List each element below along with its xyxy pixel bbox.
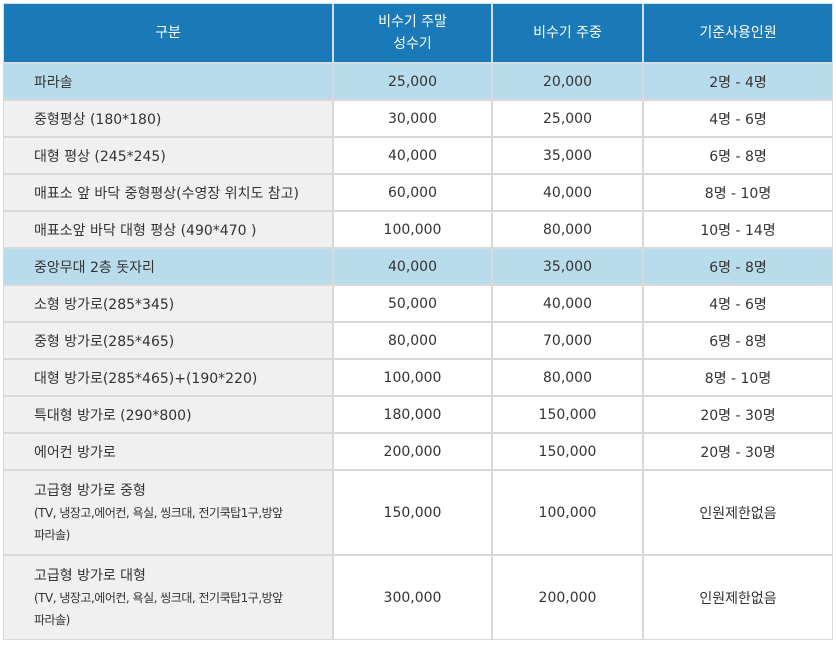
row-capacity: 10명 - 14명 xyxy=(643,211,833,248)
row-capacity: 인원제한없음 xyxy=(643,555,833,640)
row-weekday-price: 40,000 xyxy=(492,285,643,322)
row-weekend-price: 100,000 xyxy=(333,211,492,248)
row-capacity: 6명 - 8명 xyxy=(643,137,833,174)
header-weekday: 비수기 주중 xyxy=(492,3,643,63)
table-row: 매표소 앞 바닥 중형평상(수영장 위치도 참고) 60,000 40,000 … xyxy=(3,174,833,211)
row-weekday-price: 70,000 xyxy=(492,322,643,359)
row-name: 중형 방가로(285*465) xyxy=(3,322,333,359)
row-capacity: 20명 - 30명 xyxy=(643,396,833,433)
row-capacity: 4명 - 6명 xyxy=(643,285,833,322)
header-weekend-label: 비수기 주말 xyxy=(378,14,447,30)
row-name-detail: (TV, 냉장고,에어컨, 욕실, 씽크대, 전기쿡탑1구,방앞 xyxy=(34,505,283,520)
row-name: 소형 방가로(285*345) xyxy=(3,285,333,322)
row-capacity: 20명 - 30명 xyxy=(643,433,833,470)
row-weekday-price: 25,000 xyxy=(492,100,643,137)
row-weekend-price: 180,000 xyxy=(333,396,492,433)
row-weekend-price: 150,000 xyxy=(333,470,492,555)
header-peak-label: 성수기 xyxy=(393,36,432,52)
table-row: 고급형 방가로 대형 (TV, 냉장고,에어컨, 욕실, 씽크대, 전기쿡탑1구… xyxy=(3,555,833,640)
price-table: 구분 비수기 주말 성수기 비수기 주중 기준사용인원 파라솔 25,000 2… xyxy=(3,3,833,640)
row-name: 고급형 방가로 대형 xyxy=(34,567,146,584)
row-weekend-price: 30,000 xyxy=(333,100,492,137)
row-capacity: 6명 - 8명 xyxy=(643,248,833,285)
row-weekend-price: 50,000 xyxy=(333,285,492,322)
row-weekend-price: 25,000 xyxy=(333,63,492,100)
row-weekend-price: 100,000 xyxy=(333,359,492,396)
table-row: 소형 방가로(285*345) 50,000 40,000 4명 - 6명 xyxy=(3,285,833,322)
row-weekend-price: 80,000 xyxy=(333,322,492,359)
table-row: 고급형 방가로 중형 (TV, 냉장고,에어컨, 욕실, 씽크대, 전기쿡탑1구… xyxy=(3,470,833,555)
header-capacity: 기준사용인원 xyxy=(643,3,833,63)
row-name: 특대형 방가로 (290*800) xyxy=(3,396,333,433)
row-name: 중앙무대 2층 돗자리 xyxy=(3,248,333,285)
table-row: 에어컨 방가로 200,000 150,000 20명 - 30명 xyxy=(3,433,833,470)
row-weekday-price: 150,000 xyxy=(492,396,643,433)
row-capacity: 2명 - 4명 xyxy=(643,63,833,100)
row-name-cell: 고급형 방가로 중형 (TV, 냉장고,에어컨, 욕실, 씽크대, 전기쿡탑1구… xyxy=(3,470,333,555)
row-name-detail: (TV, 냉장고,에어컨, 욕실, 씽크대, 전기쿡탑1구,방앞 xyxy=(34,590,283,605)
row-capacity: 8명 - 10명 xyxy=(643,174,833,211)
table-row: 중앙무대 2층 돗자리 40,000 35,000 6명 - 8명 xyxy=(3,248,833,285)
table-row: 파라솔 25,000 20,000 2명 - 4명 xyxy=(3,63,833,100)
row-weekend-price: 40,000 xyxy=(333,137,492,174)
table-row: 특대형 방가로 (290*800) 180,000 150,000 20명 - … xyxy=(3,396,833,433)
row-weekday-price: 200,000 xyxy=(492,555,643,640)
row-name: 고급형 방가로 중형 xyxy=(34,482,146,499)
header-category: 구분 xyxy=(3,3,333,63)
row-weekend-price: 60,000 xyxy=(333,174,492,211)
row-weekday-price: 100,000 xyxy=(492,470,643,555)
table-row: 중형 방가로(285*465) 80,000 70,000 6명 - 8명 xyxy=(3,322,833,359)
row-name: 대형 방가로(285*465)+(190*220) xyxy=(3,359,333,396)
row-name: 에어컨 방가로 xyxy=(3,433,333,470)
row-name-cell: 고급형 방가로 대형 (TV, 냉장고,에어컨, 욕실, 씽크대, 전기쿡탑1구… xyxy=(3,555,333,640)
row-name: 매표소 앞 바닥 중형평상(수영장 위치도 참고) xyxy=(3,174,333,211)
row-weekday-price: 35,000 xyxy=(492,248,643,285)
header-row: 구분 비수기 주말 성수기 비수기 주중 기준사용인원 xyxy=(3,3,833,63)
row-capacity: 4명 - 6명 xyxy=(643,100,833,137)
table-row: 대형 평상 (245*245) 40,000 35,000 6명 - 8명 xyxy=(3,137,833,174)
row-name: 대형 평상 (245*245) xyxy=(3,137,333,174)
row-weekday-price: 80,000 xyxy=(492,359,643,396)
row-name-detail-cont: 파라솔) xyxy=(34,527,70,542)
row-name-detail-cont: 파라솔) xyxy=(34,612,70,627)
row-name: 파라솔 xyxy=(3,63,333,100)
row-weekend-price: 40,000 xyxy=(333,248,492,285)
row-name: 매표소앞 바닥 대형 평상 (490*470 ) xyxy=(3,211,333,248)
row-name: 중형평상 (180*180) xyxy=(3,100,333,137)
table-row: 매표소앞 바닥 대형 평상 (490*470 ) 100,000 80,000 … xyxy=(3,211,833,248)
row-weekday-price: 35,000 xyxy=(492,137,643,174)
row-capacity: 8명 - 10명 xyxy=(643,359,833,396)
row-weekday-price: 40,000 xyxy=(492,174,643,211)
row-weekend-price: 300,000 xyxy=(333,555,492,640)
row-weekday-price: 150,000 xyxy=(492,433,643,470)
table-row: 대형 방가로(285*465)+(190*220) 100,000 80,000… xyxy=(3,359,833,396)
row-weekday-price: 20,000 xyxy=(492,63,643,100)
row-weekend-price: 200,000 xyxy=(333,433,492,470)
row-capacity: 6명 - 8명 xyxy=(643,322,833,359)
header-weekend-peak: 비수기 주말 성수기 xyxy=(333,3,492,63)
table-row: 중형평상 (180*180) 30,000 25,000 4명 - 6명 xyxy=(3,100,833,137)
row-capacity: 인원제한없음 xyxy=(643,470,833,555)
row-weekday-price: 80,000 xyxy=(492,211,643,248)
